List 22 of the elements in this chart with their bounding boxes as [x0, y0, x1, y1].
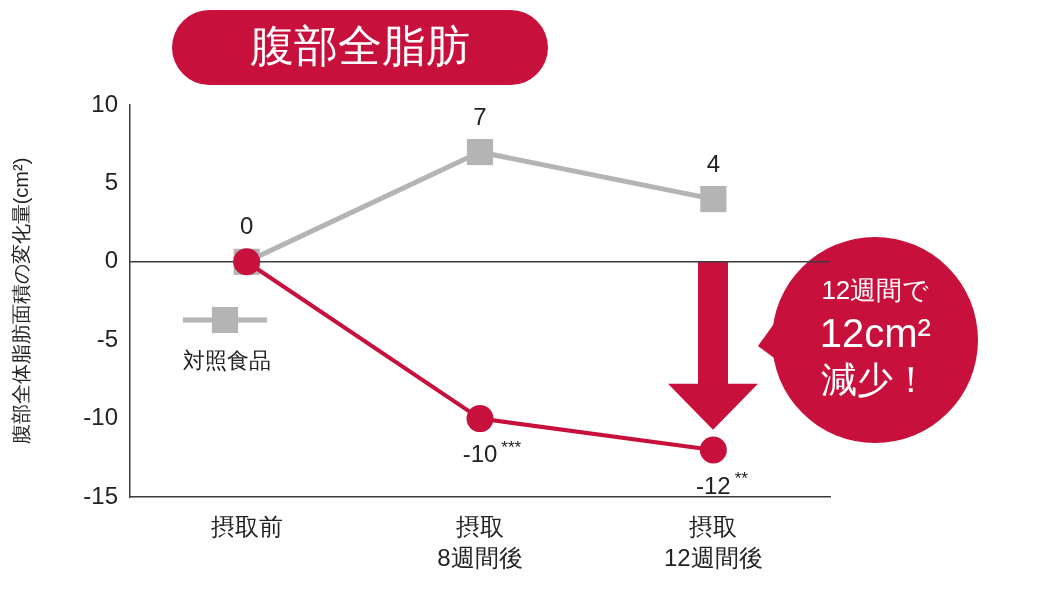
data-label: -12**	[695, 469, 749, 499]
x-tick-label: 摂取 12週間後	[663, 513, 763, 572]
y-tick-label: 0	[104, 246, 118, 274]
legend-label: 対照食品	[183, 348, 271, 374]
point	[466, 405, 494, 433]
data-label: 0	[239, 212, 254, 240]
y-tick-label: 5	[104, 168, 118, 196]
point	[466, 138, 494, 166]
y-tick-label: -10	[83, 403, 118, 431]
point	[699, 436, 727, 464]
y-axis-title: 腹部全体脂肪面積の変化量(cm²)	[9, 157, 32, 445]
annotation: 12週間で 12cm² 減少！	[819, 275, 931, 400]
chart-title: 腹部全脂肪	[250, 22, 470, 72]
data-label: 4	[706, 149, 721, 177]
data-label: -10***	[462, 438, 522, 468]
x-tick-label: 摂取 8週間後	[437, 513, 523, 572]
x-tick-label: 摂取前	[210, 513, 283, 541]
data-label: 7	[473, 102, 487, 130]
point	[700, 186, 727, 213]
y-tick-label: -15	[83, 481, 118, 509]
y-tick-label: 10	[91, 89, 118, 117]
y-tick-label: -5	[96, 324, 118, 352]
